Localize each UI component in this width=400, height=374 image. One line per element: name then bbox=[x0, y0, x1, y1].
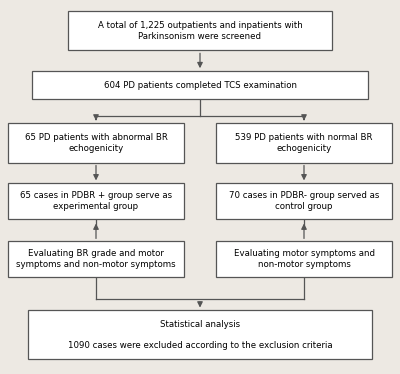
Text: 65 PD patients with abnormal BR
echogenicity: 65 PD patients with abnormal BR echogeni… bbox=[24, 134, 168, 153]
FancyBboxPatch shape bbox=[8, 123, 184, 163]
FancyBboxPatch shape bbox=[68, 11, 332, 50]
FancyBboxPatch shape bbox=[216, 183, 392, 219]
Text: Evaluating BR grade and motor
symptoms and non-motor symptoms: Evaluating BR grade and motor symptoms a… bbox=[16, 249, 176, 269]
FancyBboxPatch shape bbox=[28, 310, 372, 359]
Text: 70 cases in PDBR- group served as
control group: 70 cases in PDBR- group served as contro… bbox=[229, 191, 379, 211]
FancyBboxPatch shape bbox=[8, 183, 184, 219]
Text: Statistical analysis

1090 cases were excluded according to the exclusion criter: Statistical analysis 1090 cases were exc… bbox=[68, 320, 332, 350]
FancyBboxPatch shape bbox=[216, 123, 392, 163]
Text: 65 cases in PDBR + group serve as
experimental group: 65 cases in PDBR + group serve as experi… bbox=[20, 191, 172, 211]
Text: 539 PD patients with normal BR
echogenicity: 539 PD patients with normal BR echogenic… bbox=[235, 134, 373, 153]
Text: A total of 1,225 outpatients and inpatients with
Parkinsonism were screened: A total of 1,225 outpatients and inpatie… bbox=[98, 21, 302, 40]
FancyBboxPatch shape bbox=[216, 241, 392, 277]
FancyBboxPatch shape bbox=[8, 241, 184, 277]
Text: 604 PD patients completed TCS examination: 604 PD patients completed TCS examinatio… bbox=[104, 80, 296, 90]
Text: Evaluating motor symptoms and
non-motor symptoms: Evaluating motor symptoms and non-motor … bbox=[234, 249, 374, 269]
FancyBboxPatch shape bbox=[32, 71, 368, 99]
